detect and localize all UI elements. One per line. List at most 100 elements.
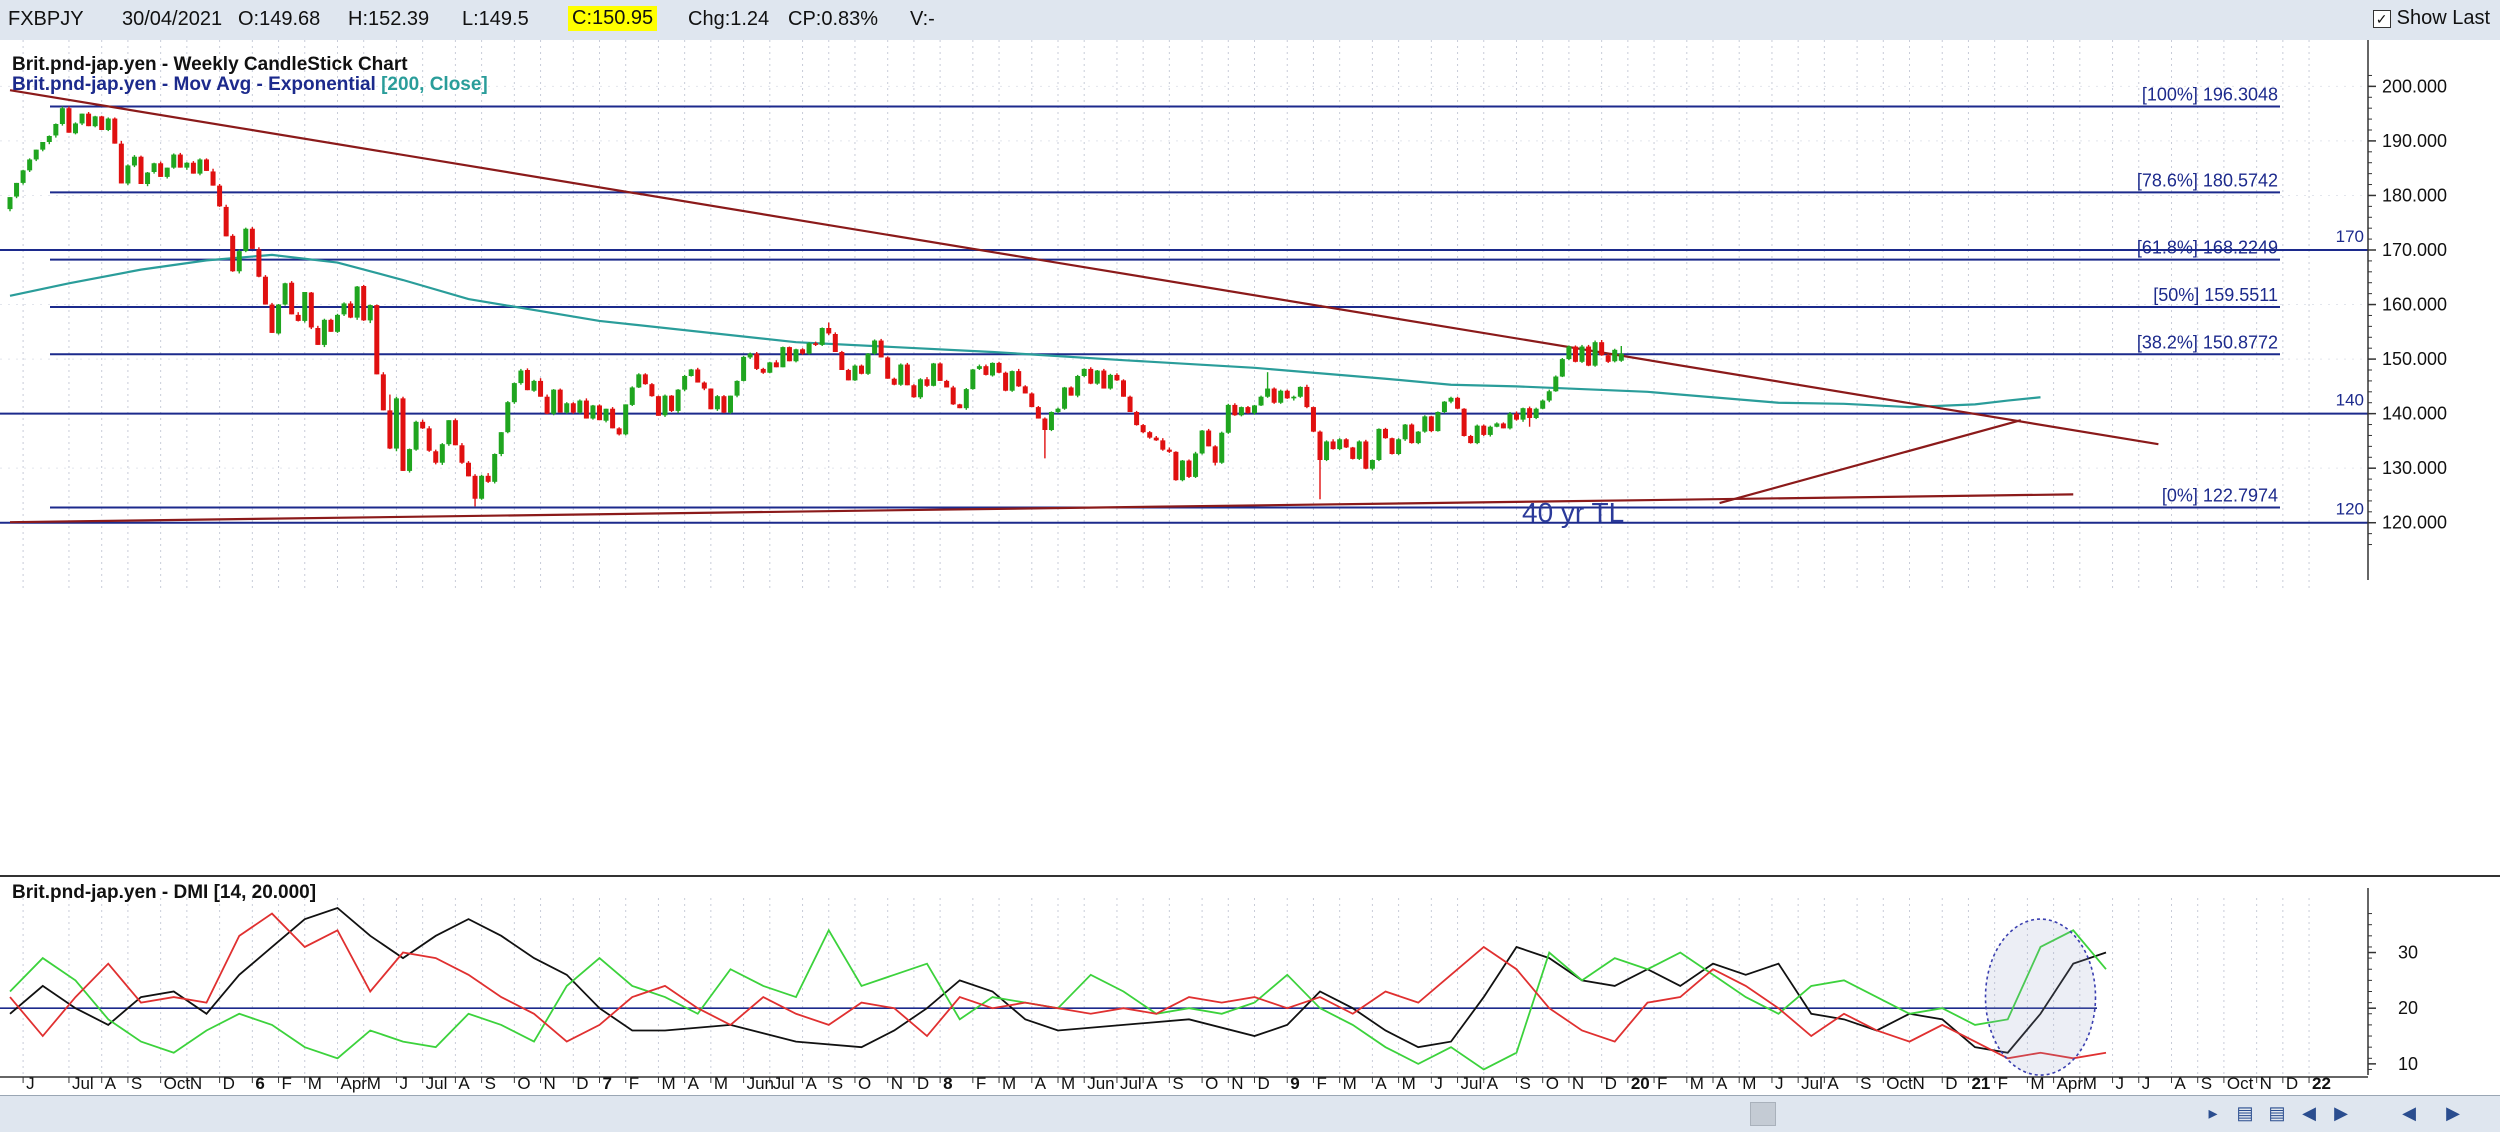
time-tick-label: M xyxy=(2030,1074,2044,1093)
pan-right-icon[interactable]: ▶ xyxy=(2334,1102,2348,1123)
step-back-icon[interactable]: ◀ xyxy=(2402,1102,2416,1123)
candle-body xyxy=(721,396,727,413)
candle-body xyxy=(524,370,530,391)
candle-body xyxy=(1134,412,1140,426)
step-forward-icon[interactable]: ▶ xyxy=(2446,1102,2460,1123)
price-tick-label: 150.000 xyxy=(2382,349,2447,369)
level-label: 120 xyxy=(2336,500,2364,519)
pan-left-icon[interactable]: ◀ xyxy=(2302,1102,2316,1123)
price-tick-label: 180.000 xyxy=(2382,185,2447,205)
candle-body xyxy=(1396,439,1402,454)
candle-body xyxy=(1468,436,1474,444)
time-tick-label: M xyxy=(714,1074,728,1093)
candle-body xyxy=(852,365,858,381)
candle-body xyxy=(1003,372,1009,391)
candle-body xyxy=(1166,449,1172,452)
dmi-panel xyxy=(0,906,2107,1076)
level-label: 140 xyxy=(2336,391,2364,410)
time-tick-label: J xyxy=(1775,1074,1784,1093)
candle-body xyxy=(734,380,740,396)
candle-body xyxy=(1291,396,1297,399)
candle-body xyxy=(564,403,570,413)
price-tick-label: 130.000 xyxy=(2382,458,2447,478)
chart-grid xyxy=(0,40,2368,1075)
scroll-thumb[interactable] xyxy=(1750,1102,1776,1126)
time-tick-label: A xyxy=(1827,1074,1839,1093)
candle-body xyxy=(983,366,989,375)
candle-body xyxy=(79,113,85,124)
price-chart[interactable]: [100%] 196.3048 [78.6%] 180.5742 [61.8%] 1… xyxy=(0,40,2500,1095)
candle-body xyxy=(1147,432,1153,438)
candle-body xyxy=(957,404,963,409)
time-tick-label: F xyxy=(1316,1074,1326,1093)
show-last-toggle[interactable]: ✓ Show Last xyxy=(2372,7,2490,30)
candle-body xyxy=(276,304,282,334)
candle-body xyxy=(557,389,563,413)
fib-label: [38.2%] 150.8772 xyxy=(2137,332,2278,352)
scroll-bar[interactable]: ▸ ▤ ▤ ◀ ▶ ◀ ▶ xyxy=(0,1095,2500,1132)
time-tick-label: M xyxy=(1690,1074,1704,1093)
candle-body xyxy=(1245,407,1251,414)
candle-body xyxy=(1121,380,1126,397)
time-tick-label: D xyxy=(223,1074,235,1093)
candle-body xyxy=(20,170,26,183)
time-tick-label: Oct xyxy=(2227,1074,2254,1093)
time-tick-label: D xyxy=(1945,1074,1957,1093)
candle-body xyxy=(7,197,13,210)
candle-body xyxy=(917,379,923,398)
candle-body xyxy=(1527,408,1533,418)
candle-body xyxy=(171,154,177,168)
candle-body xyxy=(832,334,838,352)
candle-body xyxy=(452,420,458,446)
ema-200-line xyxy=(9,253,2041,409)
candle-body xyxy=(387,410,393,449)
scroll-right-icon[interactable]: ▸ xyxy=(2208,1102,2218,1123)
time-tick-label: A xyxy=(1035,1074,1047,1093)
time-tick-label: Oct xyxy=(164,1074,191,1093)
candle-body xyxy=(944,380,950,388)
time-tick-label: S xyxy=(1860,1074,1871,1093)
high-value: H:152.39 xyxy=(348,8,430,30)
candle-body xyxy=(1422,416,1428,432)
dmi-di-line xyxy=(9,912,2107,1060)
candle-body xyxy=(747,353,753,358)
zoom-in-icon[interactable]: ▤ xyxy=(2236,1102,2254,1123)
highlight-ellipse xyxy=(1984,918,2097,1076)
candle-body xyxy=(885,357,891,379)
time-tick-label: S xyxy=(131,1074,142,1093)
candle-body xyxy=(603,408,609,421)
candle-body xyxy=(767,362,773,373)
candle-body xyxy=(328,319,334,332)
time-tick-label: N xyxy=(544,1074,556,1093)
price-tick-label: 120.000 xyxy=(2382,513,2447,533)
time-tick-label: F xyxy=(976,1074,986,1093)
show-last-label: Show Last xyxy=(2396,7,2490,29)
candle-body xyxy=(1415,431,1421,444)
candle-body xyxy=(1252,405,1257,414)
candle-body xyxy=(466,462,471,477)
candle-body xyxy=(262,276,268,305)
close-value: C:150.95 xyxy=(568,6,658,31)
candle-body xyxy=(688,369,694,376)
candle-body xyxy=(99,116,105,130)
time-tick-label: D xyxy=(917,1074,929,1093)
time-tick-label: F xyxy=(629,1074,639,1093)
candle-body xyxy=(1343,439,1349,448)
candle-body xyxy=(898,364,904,385)
candle-body xyxy=(1559,359,1565,377)
candle-body xyxy=(243,228,249,252)
candle-body xyxy=(236,251,242,272)
candle-body xyxy=(1428,416,1434,432)
dmi-tick-label: 10 xyxy=(2398,1054,2418,1074)
low-value: L:149.5 xyxy=(462,8,529,30)
candle-body xyxy=(177,154,183,168)
show-last-checkbox[interactable]: ✓ xyxy=(2372,9,2391,28)
candle-body xyxy=(518,370,524,384)
candle-body xyxy=(66,108,72,133)
zoom-out-icon[interactable]: ▤ xyxy=(2268,1102,2286,1123)
candle-body xyxy=(1232,404,1238,416)
time-tick-label: J xyxy=(399,1074,408,1093)
candle-body xyxy=(256,249,262,277)
candle-body xyxy=(354,286,360,318)
change-percent-value: CP:0.83% xyxy=(788,8,879,30)
